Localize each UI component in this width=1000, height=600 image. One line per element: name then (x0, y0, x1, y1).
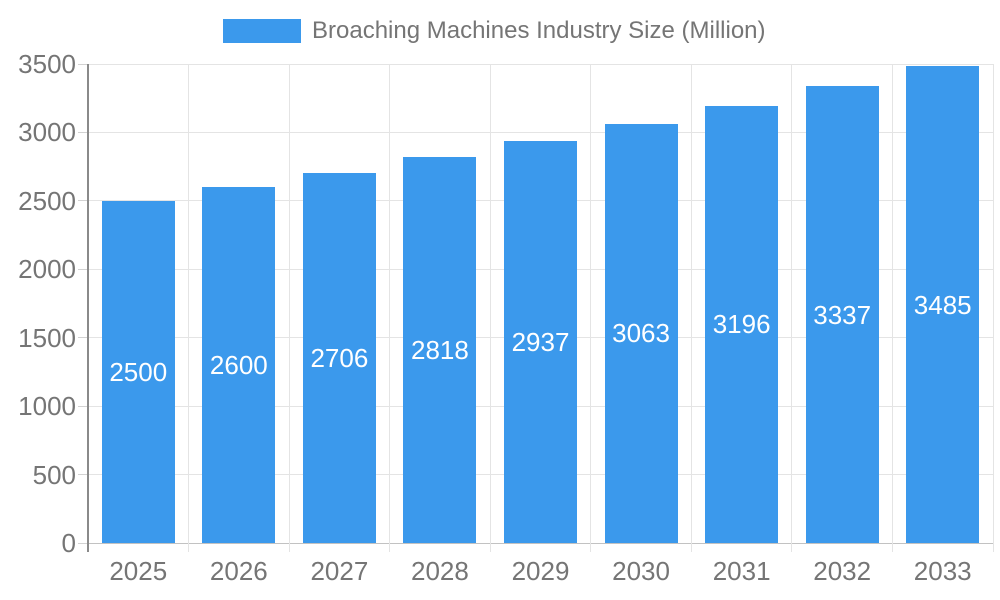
bar-2031[interactable]: 3196 (705, 105, 779, 543)
x-gridline (389, 64, 391, 552)
x-gridline (992, 64, 994, 552)
y-axis-tick-label: 1000 (18, 391, 76, 422)
y-axis-tick (78, 131, 88, 133)
x-gridline (891, 64, 893, 552)
x-axis-tick-label: 2025 (109, 556, 168, 586)
y-axis-tick-label: 500 (32, 459, 76, 490)
y-axis-tick (78, 200, 88, 202)
y-axis-tick-label: 0 (61, 528, 76, 558)
x-axis-tick-label: 2032 (813, 556, 872, 586)
x-gridline (288, 64, 290, 552)
bar-2025[interactable]: 2500 (101, 200, 175, 543)
x-axis-tick-label: 2027 (310, 556, 369, 586)
x-gridline (590, 64, 592, 552)
bar-value-label: 3063 (612, 318, 670, 349)
bar-value-label: 2706 (310, 342, 369, 373)
x-axis-tick-label: 2029 (511, 556, 570, 586)
y-axis-tick (78, 474, 88, 476)
y-gridline (88, 63, 993, 65)
x-gridline (188, 64, 190, 552)
bar-value-label: 2937 (511, 327, 570, 358)
bar-2027[interactable]: 2706 (302, 172, 376, 543)
bar-2030[interactable]: 3063 (604, 123, 678, 543)
x-gridline (489, 64, 491, 552)
bar-2028[interactable]: 2818 (403, 157, 477, 543)
bar-2026[interactable]: 2600 (202, 187, 276, 543)
bar-value-label: 2500 (109, 356, 168, 387)
x-gridline (690, 64, 692, 552)
y-axis-tick-label: 3500 (18, 49, 76, 79)
bar-2033[interactable]: 3485 (906, 66, 980, 543)
y-axis-tick-label: 2000 (18, 254, 76, 285)
y-axis-line (87, 64, 89, 552)
bar-value-label: 2600 (209, 350, 268, 381)
bar-value-label: 3196 (712, 309, 771, 340)
legend-label: Broaching Machines Industry Size (Millio… (312, 17, 766, 44)
x-axis-tick-label: 2030 (612, 556, 670, 586)
x-axis-tick-label: 2028 (411, 556, 469, 586)
y-axis-tick (78, 63, 88, 65)
legend-swatch (223, 19, 301, 43)
x-axis-tick-label: 2031 (712, 556, 771, 586)
y-axis-tick (78, 542, 88, 544)
bar-value-label: 3485 (913, 289, 972, 320)
y-axis-tick (78, 405, 88, 407)
y-axis-tick-label: 2500 (18, 185, 76, 216)
bar-value-label: 2818 (411, 335, 469, 366)
bar-2032[interactable]: 3337 (805, 86, 879, 543)
bar-value-label: 3337 (813, 299, 872, 330)
x-axis-baseline (88, 542, 993, 544)
y-gridline (88, 131, 993, 133)
y-axis-tick-label: 1500 (18, 322, 76, 353)
y-axis-tick-label: 3000 (18, 117, 76, 148)
y-axis-tick (78, 337, 88, 339)
x-axis-tick-label: 2033 (913, 556, 972, 586)
x-axis-tick-label: 2026 (209, 556, 268, 586)
y-axis-tick (78, 268, 88, 270)
x-gridline (791, 64, 793, 552)
bar-2029[interactable]: 2937 (504, 141, 577, 543)
